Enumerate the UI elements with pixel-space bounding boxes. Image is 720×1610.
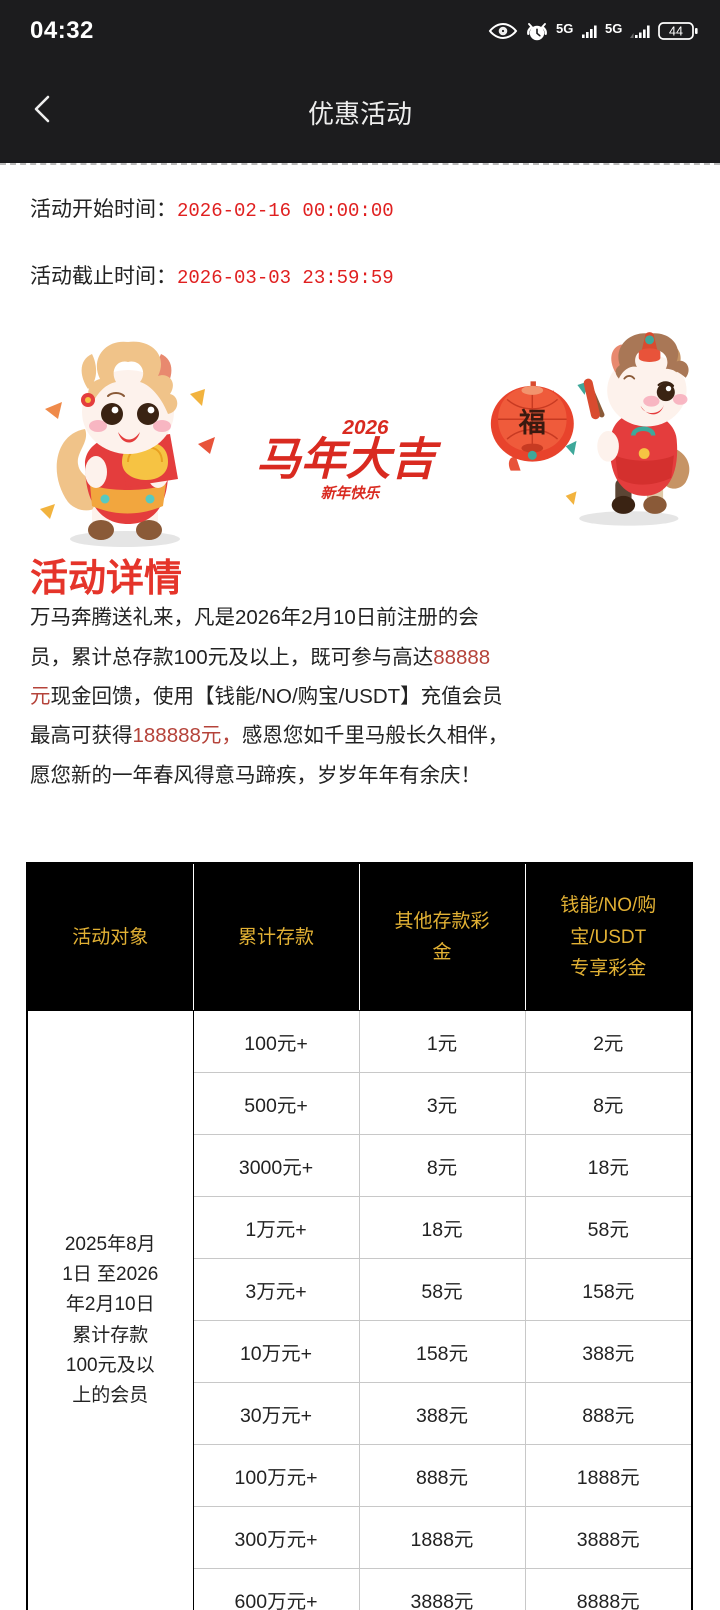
svg-text:马年大吉: 马年大吉	[256, 434, 442, 485]
svg-text:福: 福	[518, 408, 546, 438]
svg-text:新年快乐: 新年快乐	[321, 485, 382, 502]
svg-text:44: 44	[669, 25, 683, 39]
svg-text:5G: 5G	[605, 21, 622, 36]
svg-text:5G: 5G	[556, 21, 573, 36]
